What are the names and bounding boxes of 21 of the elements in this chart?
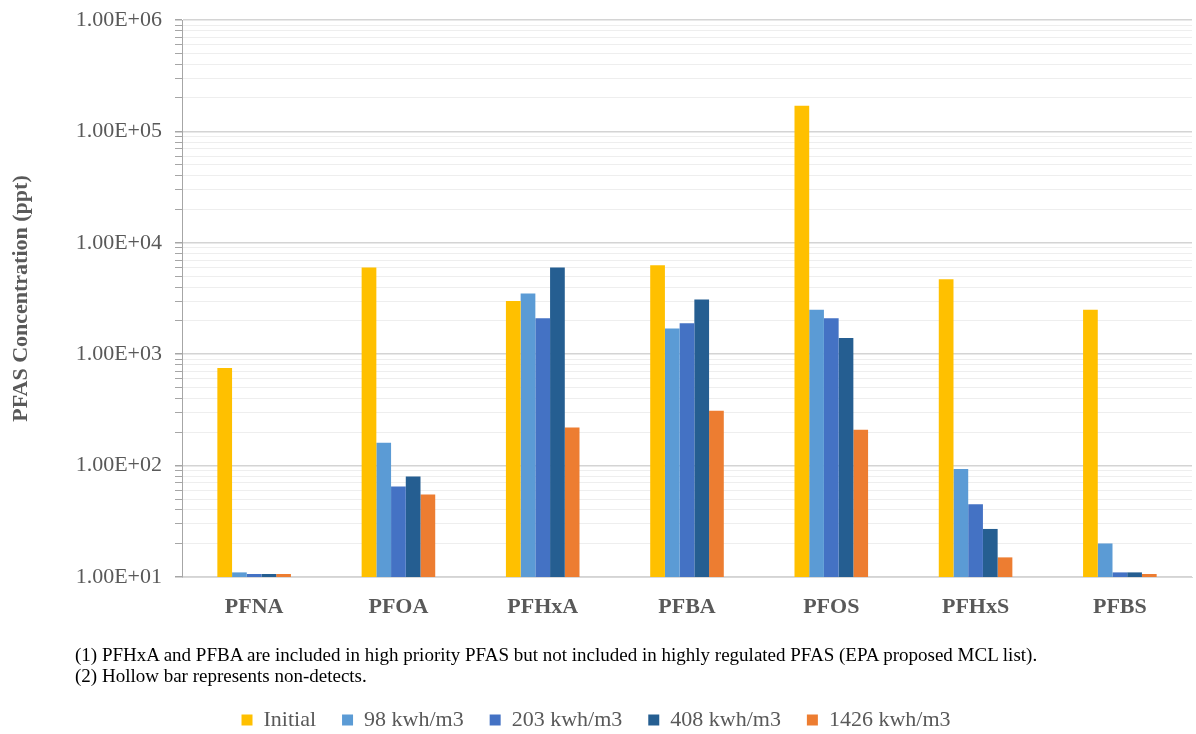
text: (2) Hollow bar represents non-detects.	[75, 665, 367, 686]
x-tick-label: PFHxS	[941, 592, 1010, 618]
y-tick-label: 1.00E+01	[75, 562, 162, 588]
y-tick-label: 1.00E+03	[75, 339, 162, 365]
x-tick-label: PFHxA	[507, 592, 579, 618]
legend-label: 98 kwh/m3	[364, 705, 464, 731]
x-tick-label: PFOS	[803, 592, 860, 618]
legend-label: 203 kwh/m3	[511, 705, 623, 731]
legend-label: 1426 kwh/m3	[828, 705, 951, 731]
y-tick-label: 1.00E+02	[75, 451, 162, 477]
x-tick-label: PFBS	[1092, 592, 1147, 618]
x-tick-label: PFBA	[658, 592, 716, 618]
y-tick-label: 1.00E+04	[75, 228, 162, 254]
y-tick-label: 1.00E+06	[75, 5, 162, 31]
y-axis-title: PFAS Concentration (ppt)	[6, 175, 32, 422]
y-tick-label: 1.00E+05	[75, 117, 162, 143]
legend-label: 408 kwh/m3	[670, 705, 781, 731]
x-tick-label: PFNA	[224, 592, 284, 618]
x-tick-label: PFOA	[368, 592, 429, 618]
legend-label: Initial	[263, 705, 317, 731]
text: (1) PFHxA and PFBA are included in high priority PFAS but not included in highly regulated PFAS (EPA proposed MCL list).	[75, 644, 1038, 665]
